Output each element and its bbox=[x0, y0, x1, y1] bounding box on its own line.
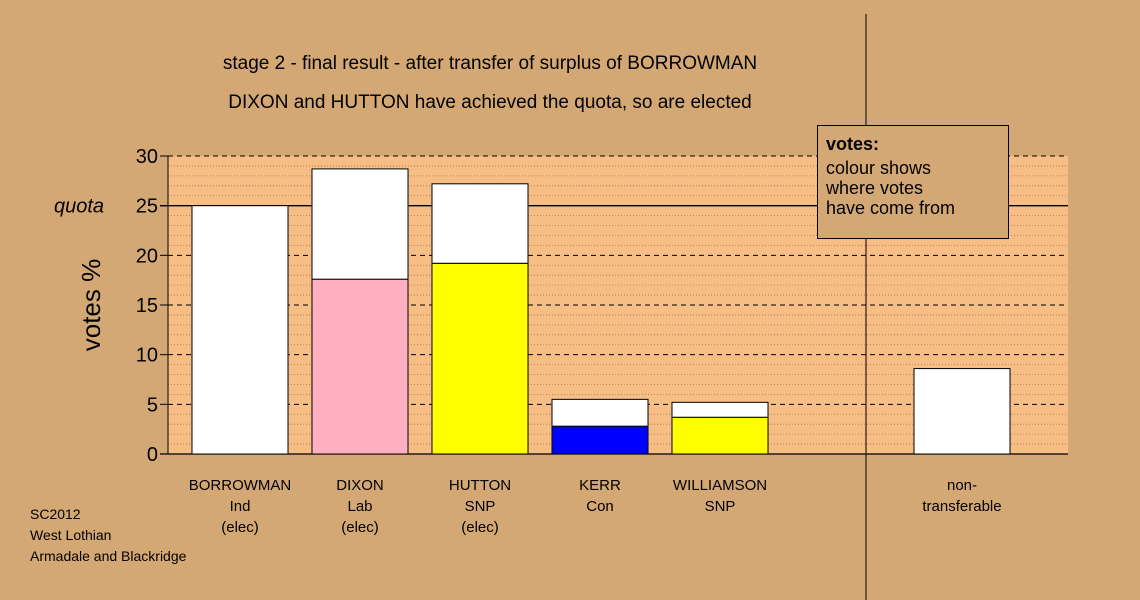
bar-segment bbox=[671, 401, 769, 418]
credit-year: SC2012 bbox=[30, 506, 81, 522]
bar-segment bbox=[311, 168, 409, 280]
quota-label: quota bbox=[54, 196, 104, 218]
legend-title: votes: bbox=[826, 134, 880, 154]
x-tick-label: SNP bbox=[465, 498, 496, 515]
x-tick-label: WILLIAMSON bbox=[673, 477, 767, 494]
bar-segment bbox=[551, 398, 649, 427]
x-tick-label: DIXON bbox=[336, 477, 384, 494]
x-tick-label: BORROWMAN bbox=[189, 477, 292, 494]
legend-line: where votes bbox=[826, 178, 924, 198]
x-tick-label: (elec) bbox=[461, 519, 499, 536]
bar-segment bbox=[913, 368, 1011, 455]
x-tick-label: Con bbox=[586, 498, 614, 515]
y-tick-label: 10 bbox=[136, 345, 158, 367]
x-tick-label: Ind bbox=[230, 498, 251, 515]
x-tick-label: KERR bbox=[579, 477, 621, 494]
y-tick-label: 5 bbox=[147, 394, 158, 416]
x-tick-label: (elec) bbox=[341, 519, 379, 536]
x-tick-label: non- bbox=[947, 477, 977, 494]
x-tick-label: HUTTON bbox=[449, 477, 511, 494]
bar-segment bbox=[431, 262, 529, 455]
bar-segment bbox=[551, 425, 649, 455]
bar-segment bbox=[191, 205, 289, 455]
y-tick-label: 25 bbox=[136, 196, 158, 218]
y-tick-label: 0 bbox=[147, 444, 158, 466]
x-tick-label: (elec) bbox=[221, 519, 259, 536]
y-tick-label: 20 bbox=[136, 245, 158, 267]
credit-council: West Lothian bbox=[30, 527, 112, 543]
chart-subtitle: DIXON and HUTTON have achieved the quota… bbox=[228, 92, 752, 113]
bar-segment bbox=[431, 183, 529, 264]
x-tick-label: Lab bbox=[347, 498, 372, 515]
bar-segment bbox=[311, 278, 409, 455]
legend-line: have come from bbox=[826, 198, 956, 218]
x-tick-label: SNP bbox=[705, 498, 736, 515]
legend-box: votes: colour shows where votes have com… bbox=[817, 125, 1009, 239]
x-tick-label: transferable bbox=[922, 498, 1001, 515]
y-tick-label: 30 bbox=[136, 146, 158, 168]
chart-title: stage 2 - final result - after transfer … bbox=[222, 53, 758, 74]
bar-segment bbox=[671, 416, 769, 455]
credit-ward: Armadale and Blackridge bbox=[30, 548, 187, 564]
legend-line: colour shows bbox=[826, 158, 932, 178]
y-axis-label: votes % bbox=[76, 259, 106, 352]
y-tick-label: 15 bbox=[136, 295, 158, 317]
